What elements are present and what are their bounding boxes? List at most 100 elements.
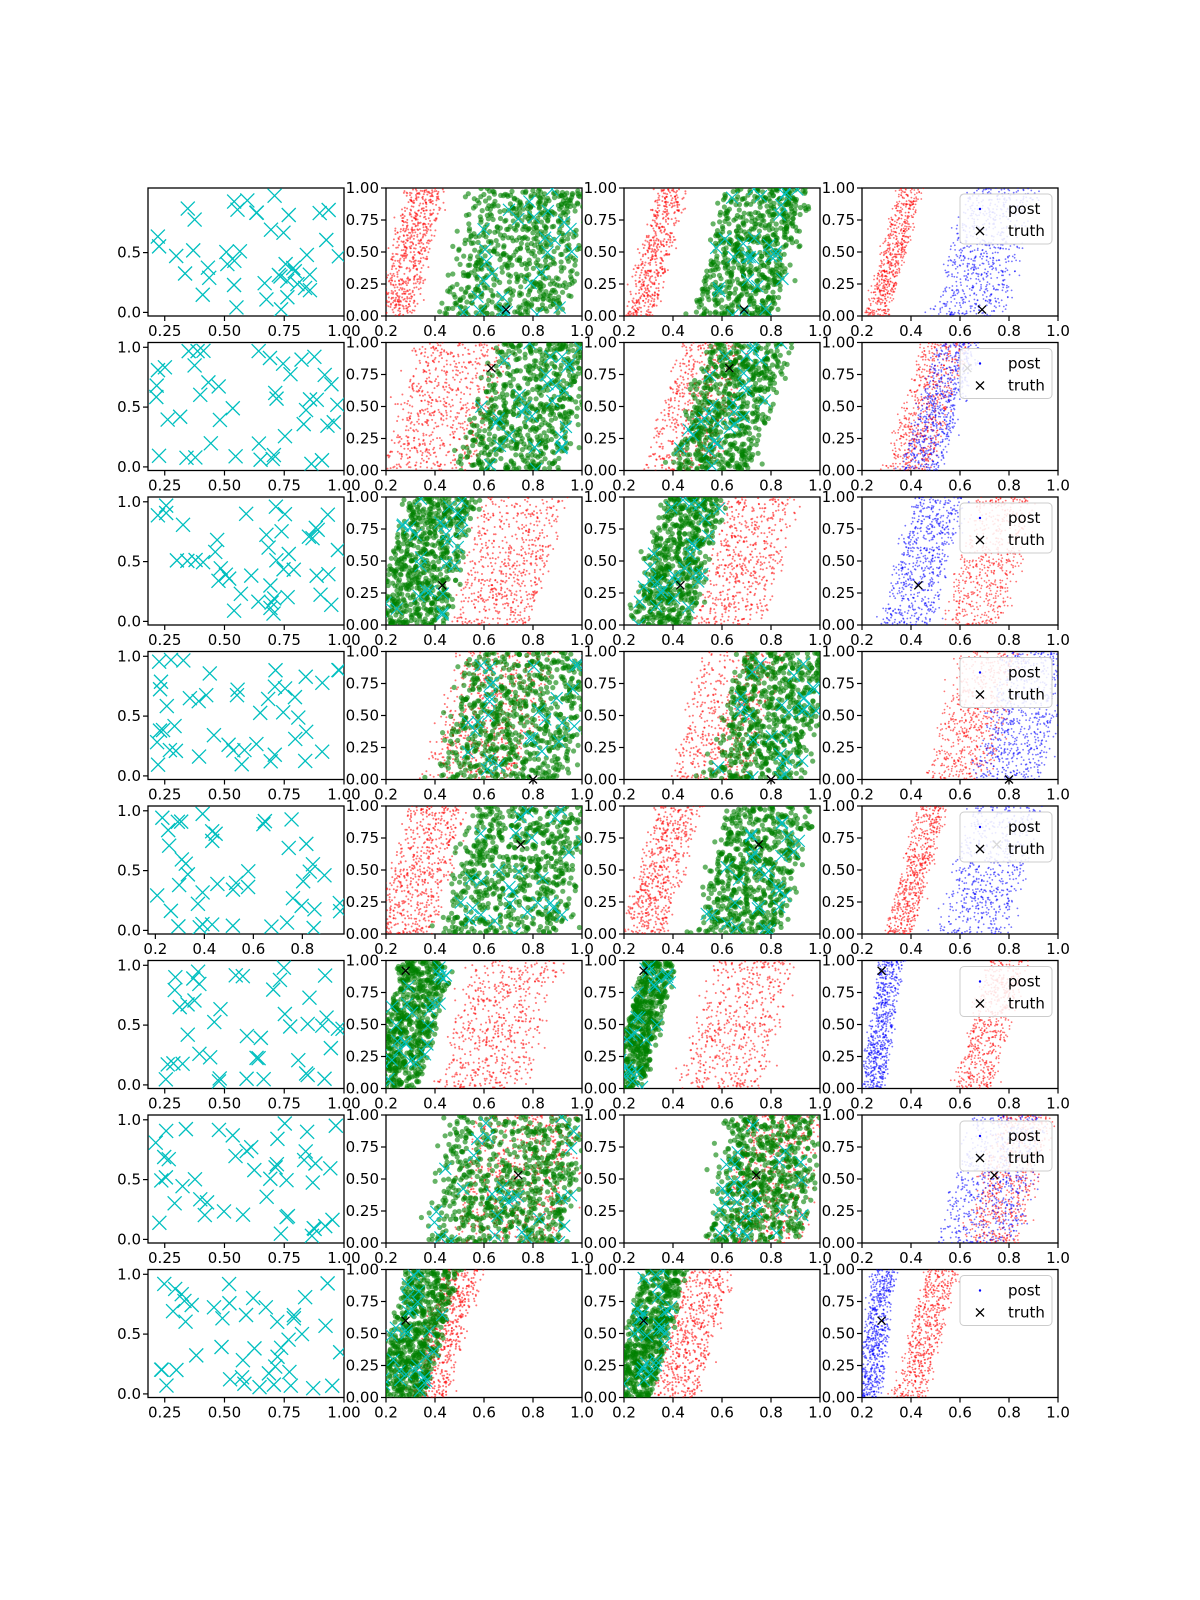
row0-col1-red-samples-point bbox=[422, 193, 425, 196]
row0-col1-red-samples-point bbox=[417, 260, 420, 263]
row0-col3-red-samples-point bbox=[884, 302, 887, 304]
row0-col2-red-samples-point bbox=[661, 226, 664, 228]
row1-col1-green-samples-point bbox=[537, 433, 543, 439]
row1-col1-red-samples-point bbox=[430, 354, 433, 357]
row1-col1-red-samples-point bbox=[455, 362, 458, 365]
row0-col2-green-samples-point bbox=[805, 204, 811, 210]
row0-col2-red-samples-point bbox=[655, 264, 658, 266]
row0-col3-blue-samples-point bbox=[975, 294, 978, 296]
row0-col1-red-samples-point bbox=[397, 244, 400, 247]
row0-col0-ytick-label: 0.5 bbox=[117, 244, 141, 262]
row1-col1-red-samples-point bbox=[382, 463, 384, 465]
row1-col1-ytick-label: 0.75 bbox=[346, 366, 379, 384]
design-point-marker bbox=[180, 201, 196, 217]
row0-col1-green-samples-point bbox=[497, 279, 503, 286]
row0-col2-red-samples-point bbox=[646, 285, 649, 287]
row0-col2-red-samples-point bbox=[670, 218, 673, 221]
row0-col1-red-samples-point bbox=[403, 252, 406, 255]
row1-col1-red-samples-point bbox=[431, 399, 434, 402]
row0-col1-green-samples-point bbox=[454, 281, 460, 287]
row0-col3-blue-samples-point bbox=[956, 239, 959, 241]
row0-col3-red-samples-point bbox=[905, 244, 908, 247]
row0-col1-green-samples-point bbox=[539, 244, 545, 250]
row0-col3-red-samples-point bbox=[887, 290, 890, 293]
row0-col1-green-samples-point bbox=[516, 206, 522, 212]
design-point-marker bbox=[289, 276, 305, 292]
row0-col3-blue-samples-point bbox=[944, 305, 947, 307]
design-point-marker bbox=[149, 378, 165, 394]
row0-col1-red-samples-point bbox=[433, 219, 436, 222]
row0-col1-red-samples-point bbox=[421, 253, 424, 256]
row0-col3-red-samples-point bbox=[888, 283, 891, 286]
row0-col1-green-samples-point bbox=[514, 246, 521, 252]
row0-col2-red-samples-point bbox=[669, 191, 671, 194]
row0-col3-blue-samples-point bbox=[954, 294, 957, 296]
row0-col1-green-samples-point bbox=[492, 229, 498, 235]
row0-col1-red-samples-point bbox=[406, 296, 409, 298]
row0-col1-red-samples-point bbox=[394, 229, 397, 232]
row0-col1-green-samples-point bbox=[517, 255, 523, 261]
row1-col1-green-samples-point bbox=[485, 370, 492, 376]
row1-col1-red-samples-point bbox=[445, 405, 448, 408]
row0-col1-green-samples-point bbox=[571, 278, 578, 284]
row0-col2-red-samples-point bbox=[634, 304, 637, 307]
row0-col3-blue-samples-point bbox=[1009, 245, 1012, 247]
row0-col3-red-samples-point bbox=[875, 302, 877, 304]
row0-col3-red-samples-point bbox=[880, 282, 883, 285]
row0-col3-red-samples-point bbox=[882, 254, 885, 257]
row0-col1-red-samples-point bbox=[408, 267, 411, 270]
row0-col1-red-samples-point bbox=[416, 273, 419, 276]
row0-col2-red-samples-point bbox=[641, 285, 643, 288]
row1-col1-red-samples-point bbox=[475, 357, 478, 360]
design-point-marker bbox=[317, 367, 333, 383]
row0-col3-red-samples-point bbox=[889, 221, 891, 224]
row1-col1-red-samples-point bbox=[465, 411, 468, 414]
row0-col2-red-samples-point bbox=[647, 294, 650, 297]
row0-col3-blue-samples-point bbox=[947, 271, 950, 273]
row0-col1-red-samples-point bbox=[423, 212, 426, 215]
row0-col1-red-samples-point bbox=[394, 314, 397, 316]
row1-col1-red-samples-point bbox=[439, 444, 442, 447]
row0-col1-green-samples-point bbox=[542, 201, 549, 207]
row0-col1-red-samples-point bbox=[400, 254, 403, 257]
design-point-marker bbox=[297, 280, 313, 296]
row1-col1-red-samples-point bbox=[469, 393, 472, 396]
row0-col1-green-samples-point bbox=[559, 251, 565, 257]
row0-col3-blue-samples-point bbox=[988, 298, 991, 301]
row0-col3-blue-samples-point bbox=[994, 297, 997, 300]
row0-col2-red-samples-point bbox=[627, 300, 630, 303]
design-point-marker bbox=[309, 392, 325, 408]
row1-col1-red-samples-point bbox=[423, 442, 426, 445]
row0-col2-green-samples-point bbox=[724, 279, 730, 285]
row0-col1-red-samples-point bbox=[411, 231, 414, 234]
row0-col2-red-samples-point bbox=[657, 282, 660, 285]
row0-col1-red-samples-point bbox=[386, 304, 388, 307]
row0-col2-red-samples-point bbox=[675, 219, 678, 222]
row0-col1-green-samples-point bbox=[545, 212, 551, 218]
row1-col1-red-samples-point bbox=[435, 347, 437, 350]
row0-col2-red-samples-point bbox=[648, 277, 651, 280]
row0-col1-red-samples-point bbox=[390, 302, 392, 305]
row0-col1-red-samples-point bbox=[410, 260, 413, 263]
row0-col1-red-samples-point bbox=[399, 214, 402, 217]
row0-col3-red-samples-point bbox=[908, 203, 911, 206]
row0-col3-blue-samples-point bbox=[956, 224, 959, 227]
row0-col3-blue-samples-point bbox=[950, 227, 953, 229]
row0-col2-red-samples-point bbox=[672, 189, 675, 192]
row0-col3-blue-samples-point bbox=[958, 249, 961, 252]
row0-col2-red-samples-point bbox=[670, 199, 673, 202]
row0-col1-red-samples-point bbox=[419, 232, 422, 235]
row0-col1-xtick-label: 0.2 bbox=[374, 322, 398, 340]
row0-col3-red-samples-point bbox=[877, 308, 879, 311]
row1-col1-red-samples-point bbox=[428, 448, 431, 451]
row0-col3-xtick-label: 0.2 bbox=[850, 322, 874, 340]
row0-col2-ytick-label: 1.00 bbox=[584, 179, 617, 197]
row0-col2-red-samples-point bbox=[673, 204, 676, 207]
row0-col1-red-samples-point bbox=[396, 271, 399, 274]
row0-col1-green-samples-point bbox=[515, 276, 521, 282]
row1-col1-green-samples-point bbox=[523, 415, 529, 421]
row1-col1-red-samples-point bbox=[467, 348, 470, 351]
row0-col1-red-samples-point bbox=[392, 296, 395, 299]
row0-col3-red-samples-point bbox=[868, 299, 871, 302]
row0-col1-green-samples-point bbox=[501, 208, 507, 214]
